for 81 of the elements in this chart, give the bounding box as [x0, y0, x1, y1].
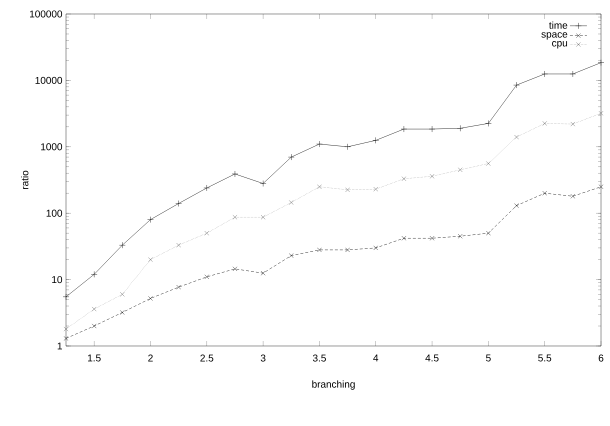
point: [513, 82, 520, 88]
point: [148, 296, 153, 301]
point: [570, 122, 576, 126]
point: [288, 253, 294, 258]
point: [345, 188, 350, 192]
point: [402, 176, 406, 182]
point: [92, 306, 96, 312]
y-tick-label: 100: [46, 210, 62, 217]
point: [486, 230, 491, 236]
legend-label: space: [541, 32, 568, 40]
point: [514, 134, 519, 140]
point: [64, 326, 68, 332]
point: [570, 194, 576, 199]
point: [64, 336, 68, 341]
x-tick-label: 1.5: [88, 354, 101, 362]
point: [542, 190, 548, 196]
point: [317, 248, 322, 252]
point: [598, 184, 604, 190]
point: [570, 70, 576, 78]
point: [204, 184, 210, 192]
x-tick-label: 5: [486, 354, 491, 362]
point: [402, 236, 406, 241]
point: [92, 324, 96, 328]
point: [542, 70, 548, 78]
point: [430, 174, 434, 179]
point: [119, 242, 126, 248]
point: [372, 137, 379, 144]
legend-label: cpu: [552, 41, 568, 48]
point: [120, 310, 125, 315]
point: [147, 216, 154, 223]
point: [344, 144, 351, 150]
legend-label: time: [549, 22, 568, 29]
point: [232, 214, 238, 220]
point: [148, 257, 153, 262]
y-axis-title: ratio: [21, 170, 28, 190]
point: [288, 200, 294, 205]
point: [598, 110, 604, 116]
x-tick-label: 6: [598, 354, 604, 362]
point: [458, 168, 463, 172]
point: [316, 140, 323, 148]
point: [260, 180, 266, 187]
point: [542, 121, 548, 126]
point: [176, 242, 181, 248]
y-tick-label: 10: [52, 276, 62, 284]
point: [373, 246, 378, 250]
point: [232, 170, 238, 178]
point: [345, 248, 350, 252]
point: [175, 200, 182, 207]
point: [204, 274, 210, 280]
x-tick-label: 2.5: [200, 354, 214, 362]
x-tick-label: 3.5: [312, 354, 326, 362]
x-tick-label: 3: [260, 354, 266, 362]
point: [514, 203, 519, 208]
point: [598, 59, 604, 66]
point: [204, 230, 210, 236]
x-tick-label: 4.5: [425, 354, 439, 362]
point: [260, 214, 266, 220]
point: [400, 126, 408, 132]
x-axis-title: branching: [312, 380, 355, 390]
point: [428, 126, 436, 132]
point: [232, 266, 238, 272]
point: [176, 284, 181, 290]
point: [317, 184, 322, 190]
point: [120, 292, 125, 297]
point: [430, 236, 434, 241]
y-tick-label: 1: [58, 342, 62, 350]
x-tick-label: 5.5: [538, 354, 552, 362]
point: [485, 120, 492, 127]
point: [288, 154, 294, 160]
y-tick-label: 100000: [30, 10, 62, 18]
point: [457, 125, 464, 132]
point: [90, 271, 98, 278]
point: [486, 161, 491, 166]
point: [260, 270, 266, 276]
point: [373, 186, 378, 192]
point: [458, 234, 463, 239]
x-tick-label: 4: [373, 354, 378, 362]
x-tick-label: 2: [148, 354, 153, 362]
y-tick-label: 1000: [41, 143, 62, 150]
point: [62, 294, 70, 300]
y-tick-label: 10000: [36, 76, 62, 84]
